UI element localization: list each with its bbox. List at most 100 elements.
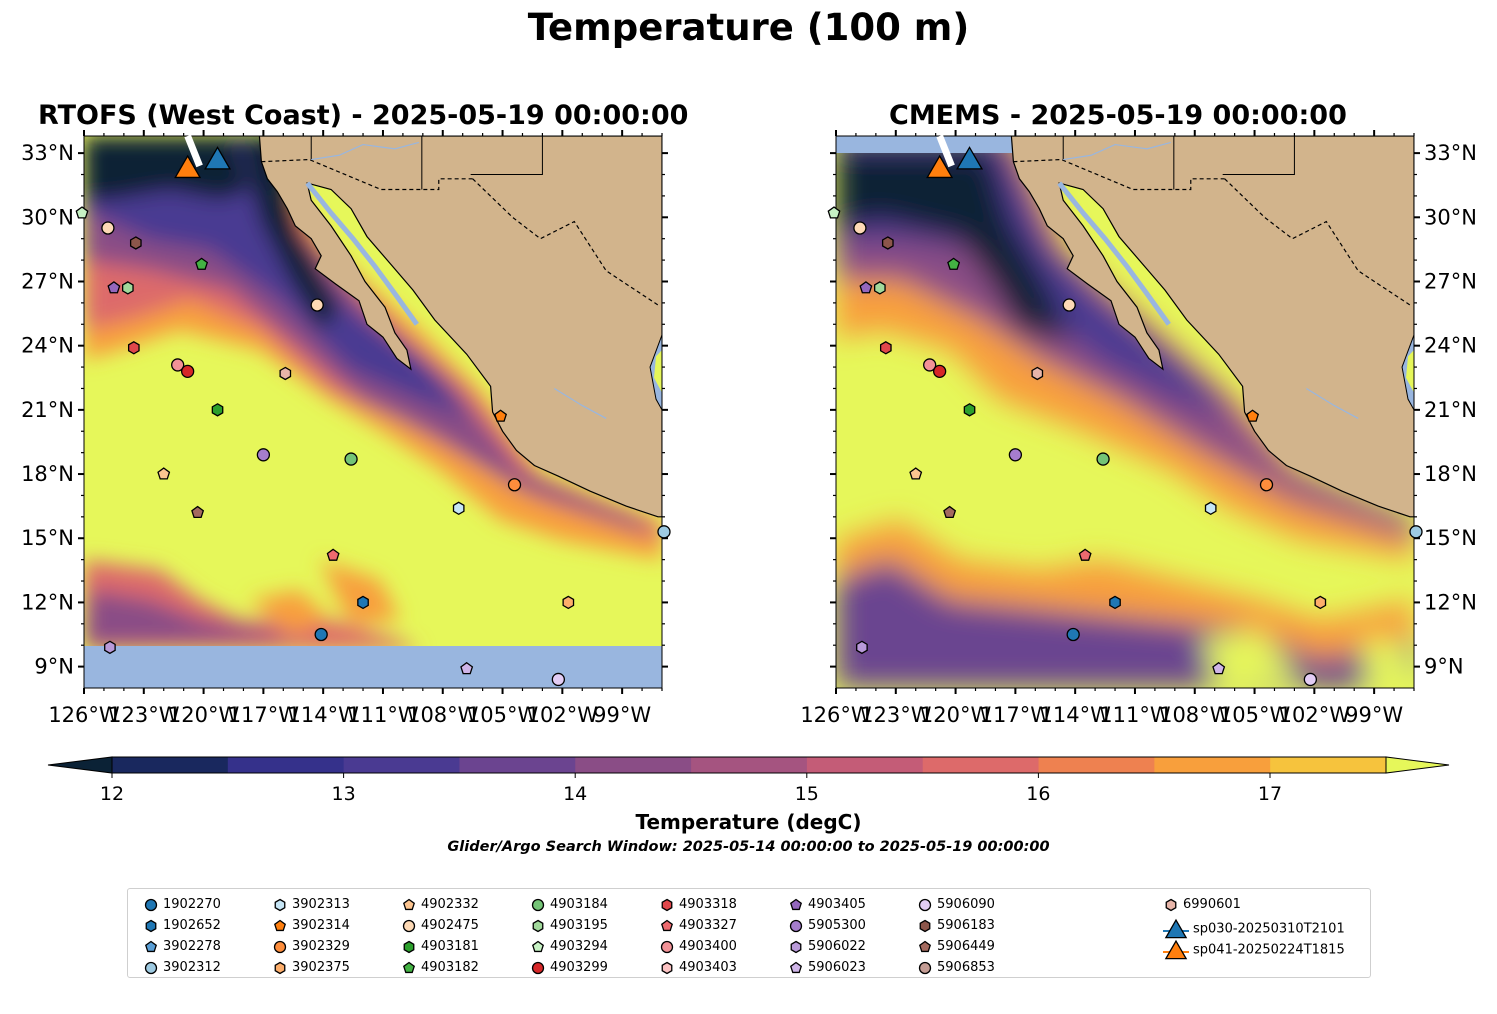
lon-tick-label: 99°W [1345, 703, 1403, 727]
legend-marker [790, 961, 802, 973]
legend-marker [144, 898, 158, 911]
legend-marker [532, 919, 544, 932]
figure-title: Temperature (100 m) [527, 6, 970, 49]
legend-marker-shape [661, 898, 673, 911]
lon-tick-label: 117°W [980, 703, 1052, 727]
legend-marker-shape [918, 961, 932, 974]
lat-tick-label: 21°N [21, 398, 74, 422]
float-marker-sp030-20250310T2101 [204, 146, 232, 170]
legend-marker-shape [274, 961, 286, 974]
legend-item: 3902313 [272, 895, 350, 915]
lat-tick-label: 33°N [1424, 141, 1477, 165]
legend-marker-shape [532, 940, 544, 952]
float-marker-4903405 [859, 281, 873, 294]
legend-label: 4903403 [679, 960, 737, 975]
legend-marker-shape [273, 940, 287, 953]
legend-label: 3902278 [163, 939, 221, 954]
float-marker-4902475 [1062, 298, 1076, 312]
legend-marker-shape [661, 919, 673, 931]
legend-marker-shape [1164, 918, 1188, 939]
legend-label: 4903299 [550, 960, 608, 975]
legend-marker [531, 961, 545, 974]
legend-marker [919, 940, 931, 952]
lat-tick-label: 15°N [1424, 526, 1477, 550]
legend-marker [403, 961, 415, 973]
legend-label: 4903400 [679, 939, 737, 954]
legend-label: 1902652 [163, 918, 221, 933]
legend: 1902270 1902652 3902278 3902312 3902313 39023… [127, 888, 1371, 978]
float-marker-4902475 [853, 221, 867, 235]
float-marker-1902652 [357, 595, 369, 610]
float-marker-3902314 [1246, 409, 1260, 422]
colorbar-segment [1154, 757, 1271, 773]
float-marker-sp041-20250224T1815 [926, 154, 954, 179]
lon-tick-label: 108°W [1159, 703, 1231, 727]
legend-label: 4903318 [679, 897, 737, 912]
colorbar-tick-label: 14 [563, 783, 588, 805]
lon-tick-label: 123°W [108, 703, 180, 727]
legend-item: 4903403 [659, 958, 737, 978]
legend-item: 3902375 [272, 958, 350, 978]
legend-item: 5906183 [917, 916, 995, 936]
legend-marker-shape [402, 919, 416, 932]
lat-tick-label: 9°N [1424, 655, 1464, 679]
float-marker-4903181 [963, 403, 976, 417]
float-marker-5906090 [1303, 672, 1318, 687]
legend-item: 4903181 [401, 937, 479, 957]
float-marker-5906022 [104, 640, 116, 655]
legend-marker [145, 919, 157, 932]
legend-label: 5906022 [808, 939, 866, 954]
colorbar-tick-label: 16 [1026, 783, 1051, 805]
colorbar-segment [575, 757, 692, 773]
legend-label: sp030-20250310T2101 [1193, 921, 1345, 937]
lat-tick-label: 9°N [34, 655, 74, 679]
float-marker-5906183 [129, 236, 142, 250]
legend-marker-shape [790, 940, 802, 953]
float-marker-6990601 [279, 366, 292, 381]
legend-label: 3902312 [163, 960, 221, 975]
float-marker-4903299 [180, 364, 195, 378]
float-marker-5906022 [856, 640, 868, 655]
land-mass [258, 136, 662, 518]
masked-region [84, 646, 662, 688]
legend-item: sp041-20250224T1815 [1163, 937, 1345, 960]
legend-marker-shape [403, 940, 415, 953]
lon-tick-label: 126°W [800, 703, 872, 727]
legend-item: 5906023 [788, 958, 866, 978]
legend-marker [919, 919, 931, 932]
legend-label: 3902329 [292, 939, 350, 954]
float-markers [75, 134, 1423, 687]
colorbar-label: Temperature (degC) [635, 810, 862, 834]
legend-marker [1163, 918, 1189, 939]
lat-tick-label: 21°N [1424, 398, 1477, 422]
colorbar-tick-label: 17 [1257, 783, 1283, 805]
legend-marker-shape [531, 898, 545, 911]
float-marker-4903181 [211, 403, 224, 417]
legend-label: 5906449 [937, 939, 995, 954]
legend-marker [274, 919, 286, 931]
map-left-frame [83, 135, 663, 689]
legend-item: 4902332 [401, 895, 479, 915]
float-marker-4903182 [947, 257, 961, 270]
lat-tick-label: 30°N [1424, 205, 1477, 229]
float-marker-3902313 [452, 501, 465, 516]
legend-label: 5906023 [808, 960, 866, 975]
lon-tick-label: 123°W [860, 703, 932, 727]
legend-marker-shape [790, 961, 802, 973]
float-marker-1902652 [1109, 595, 1121, 610]
colorbar-segment [112, 757, 229, 773]
float-marker-4903184 [344, 452, 358, 466]
legend-marker-shape [660, 940, 674, 953]
legend-item: 4903294 [530, 937, 608, 957]
temperature-field [84, 136, 662, 650]
legend-marker [1165, 898, 1177, 911]
legend-marker [1163, 939, 1189, 960]
legend-marker-shape [790, 898, 802, 910]
colorbar-tick-label: 15 [794, 783, 819, 805]
glider-track [184, 134, 203, 168]
lat-tick-label: 33°N [21, 141, 74, 165]
legend-label: 4903181 [421, 939, 479, 954]
float-marker-3902375 [562, 595, 575, 610]
colorbar-segment [806, 757, 924, 773]
lat-tick-label: 27°N [1424, 269, 1477, 293]
